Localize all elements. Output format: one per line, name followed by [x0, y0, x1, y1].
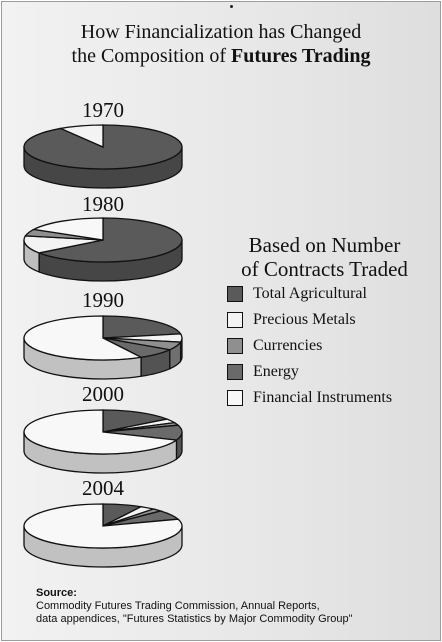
legend-label: Financial Instruments	[253, 389, 393, 406]
pie-slice	[102, 409, 170, 433]
title-line-2: the Composition of Futures Trading	[0, 44, 442, 68]
legend-label: Energy	[253, 363, 299, 380]
source-heading: Source:	[36, 587, 77, 599]
pie-year-label: 1990	[82, 288, 124, 312]
pie-year-label: 2000	[82, 382, 124, 406]
legend-title-line-1: Based on Number	[248, 233, 401, 257]
pie-year-label: 1980	[82, 192, 124, 216]
pie-year-label: 1970	[82, 98, 124, 122]
pie-slice	[23, 315, 144, 361]
source-line-1: Commodity Futures Trading Commission, An…	[36, 600, 320, 612]
legend-swatch	[227, 312, 243, 328]
legend-title-line-2: of Contracts Traded	[241, 257, 408, 281]
legend-label: Currencies	[253, 337, 323, 354]
legend-swatch	[227, 364, 243, 380]
legend-title: Based on Number of Contracts Traded	[222, 233, 427, 281]
legend-swatch	[227, 390, 243, 406]
legend-label: Total Agricultural	[253, 285, 367, 302]
pie-slice	[23, 503, 183, 549]
pie-slice	[102, 315, 182, 339]
top-dot	[230, 5, 233, 8]
pie-slice	[36, 217, 183, 263]
legend-swatch	[227, 286, 243, 302]
legend-label: Precious Metals	[253, 311, 356, 328]
source-note: Source: Commodity Futures Trading Commis…	[36, 587, 353, 626]
chart-title: How Financialization has Changed the Com…	[0, 20, 442, 68]
pie-slice	[31, 217, 104, 241]
title-line-1: How Financialization has Changed	[80, 21, 362, 43]
pie-slice	[23, 409, 179, 455]
title-line-2-bold: Futures Trading	[230, 45, 371, 67]
legend-swatch	[227, 338, 243, 354]
pie-year-label: 2004	[82, 476, 125, 500]
title-line-2-prefix: the Composition of	[71, 45, 231, 67]
pie-slice	[58, 124, 104, 148]
source-line-2: data appendices, "Futures Statistics by …	[36, 613, 353, 625]
